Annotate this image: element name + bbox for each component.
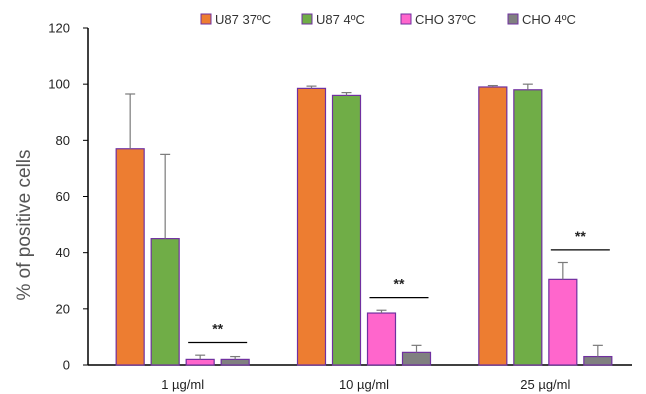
bar bbox=[583, 355, 613, 366]
bar bbox=[150, 238, 180, 366]
significance-label: ** bbox=[575, 228, 586, 244]
bar bbox=[478, 86, 508, 366]
legend-swatch bbox=[200, 13, 212, 25]
legend-label: CHO 4ºC bbox=[522, 12, 576, 27]
bar bbox=[115, 148, 145, 366]
y-tick-label: 80 bbox=[56, 133, 70, 148]
bar bbox=[296, 87, 327, 366]
significance-label: ** bbox=[212, 321, 223, 337]
legend-swatch bbox=[507, 13, 519, 25]
bar bbox=[366, 312, 397, 366]
bar bbox=[331, 94, 362, 366]
x-tick-label: 10 µg/ml bbox=[339, 377, 389, 392]
y-tick-label: 0 bbox=[63, 358, 70, 373]
y-tick-label: 120 bbox=[48, 21, 70, 36]
legend-label: CHO 37ºC bbox=[415, 12, 476, 27]
y-tick-label: 60 bbox=[56, 189, 70, 204]
x-tick-label: 25 µg/ml bbox=[520, 377, 570, 392]
bar bbox=[513, 89, 543, 366]
bar bbox=[548, 278, 578, 366]
y-tick-label: 40 bbox=[56, 245, 70, 260]
legend-label: U87 4ºC bbox=[316, 12, 365, 27]
y-tick-label: 100 bbox=[48, 77, 70, 92]
x-tick-label: 1 µg/ml bbox=[161, 377, 204, 392]
bar bbox=[185, 358, 215, 366]
legend-swatch bbox=[301, 13, 313, 25]
y-tick-label: 20 bbox=[56, 301, 70, 316]
y-axis-label: % of positive cells bbox=[14, 149, 35, 300]
bar bbox=[220, 358, 250, 366]
legend-swatch bbox=[400, 13, 412, 25]
significance-label: ** bbox=[394, 276, 405, 292]
legend-label: U87 37ºC bbox=[215, 12, 271, 27]
bar bbox=[401, 351, 432, 366]
